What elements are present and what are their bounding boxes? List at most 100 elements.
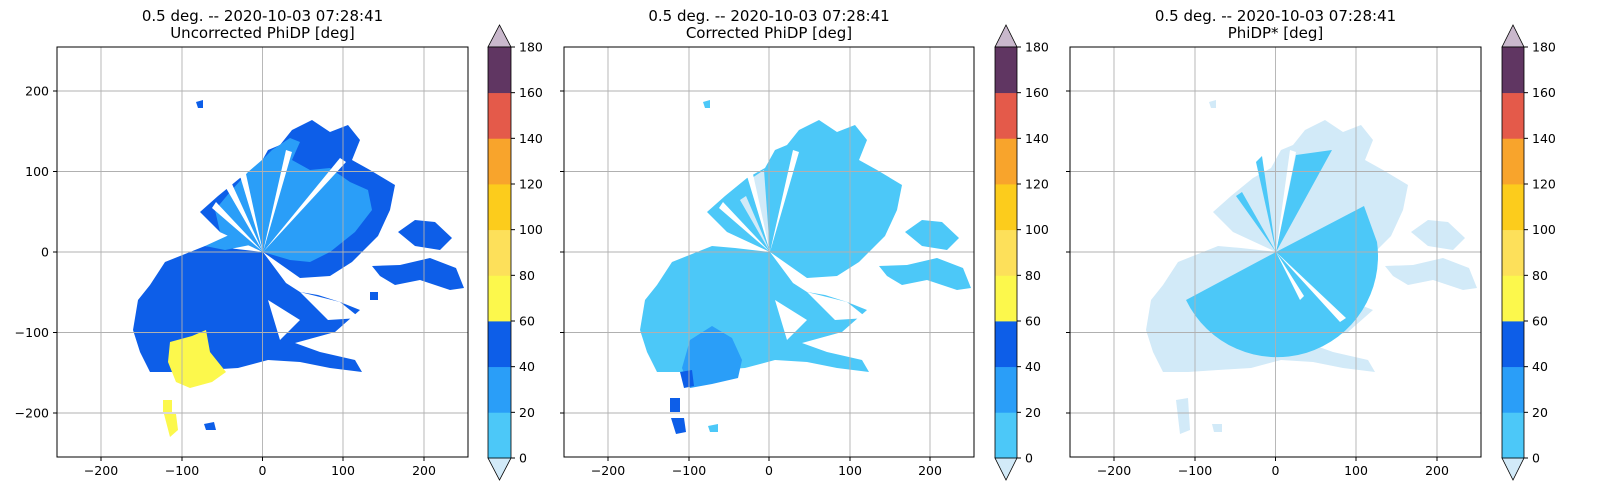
colorbar-tick-label: 0 [519,451,527,466]
colorbar-tick-label: 120 [519,177,543,192]
y-axis [1066,90,1070,414]
colorbar-band [488,184,511,231]
panel-corrected-phidp: 0.5 deg. -- 2020-10-03 07:28:41 Correcte… [560,7,1049,481]
panel-subtitle: Uncorrected PhiDP [deg] [170,24,355,42]
colorbar-band [488,92,511,139]
colorbar-tick-label: 180 [1025,40,1049,55]
colorbar-band [1502,184,1524,231]
colorbar-over-extension [994,24,1018,48]
colorbar-tick-label: 100 [1025,222,1049,237]
colorbar-tick-label: 20 [519,405,535,420]
colorbar-band [995,412,1017,459]
colorbar-tick-label: 40 [519,359,535,374]
radar-field [133,100,464,437]
x-tick-label: 200 [412,463,436,478]
colorbar-tick-label: 160 [1532,85,1556,100]
colorbar-under-extension [994,457,1018,481]
colorbar-tick-label: 60 [1532,314,1548,329]
colorbar-tick-label: 60 [519,314,535,329]
colorbar-band [995,366,1017,413]
colorbar-band [1502,321,1524,368]
grid [57,47,468,457]
x-axis [100,457,425,461]
colorbar-band [488,412,511,459]
y-tick-label: −100 [15,325,49,340]
colorbar-tick-label: 20 [1532,405,1548,420]
colorbar-tick-label: 20 [1025,405,1041,420]
colorbar-band [1502,47,1524,94]
colorbar-band [995,321,1017,368]
colorbar-tick-label: 0 [1532,451,1540,466]
y-axis [560,90,564,414]
x-tick-label: −100 [165,463,199,478]
colorbar-tick-label: 140 [519,131,543,146]
x-tick-label: −200 [84,463,118,478]
x-tick-label: −100 [1178,463,1212,478]
colorbar-band [995,47,1017,94]
x-tick-label: −200 [1097,463,1131,478]
colorbar-tick-label: 40 [1532,359,1548,374]
colorbar: 0 20 40 60 80 100 120 140 160 180 [994,24,1049,481]
grid [1070,47,1481,457]
colorbar-band [488,138,511,185]
colorbar-band [488,275,511,322]
colorbar-band [1502,412,1524,459]
x-tick-label: 100 [1344,463,1368,478]
x-tick-label: 100 [838,463,862,478]
colorbar-under-extension [487,457,512,481]
colorbar-tick-label: 0 [1025,451,1033,466]
y-tick-label: 0 [41,245,49,260]
y-tick-label: 200 [25,84,49,99]
colorbar-band [1502,275,1524,322]
colorbar-band [995,184,1017,231]
colorbar-band [1502,366,1524,413]
x-tick-label: 0 [765,463,773,478]
colorbar-tick-label: 160 [1025,85,1049,100]
x-tick-label: 200 [918,463,942,478]
colorbar-tick-label: 100 [519,222,543,237]
y-tick-label: −200 [15,406,49,421]
colorbar-tick-label: 100 [1532,222,1556,237]
colorbar-tick-label: 80 [1025,268,1041,283]
x-tick-label: 200 [1425,463,1449,478]
colorbar-under-extension [1501,457,1525,481]
colorbar-band [1502,138,1524,185]
colorbar-over-extension [487,24,512,48]
colorbar-band [995,92,1017,139]
y-tick-label: 100 [25,164,49,179]
grid [564,47,974,457]
x-axis [607,457,931,461]
x-tick-label: 0 [259,463,267,478]
colorbar-tick-label: 120 [1532,177,1556,192]
x-tick-label: −100 [672,463,706,478]
colorbar-band [995,275,1017,322]
panel-subtitle: PhiDP* [deg] [1228,24,1324,42]
colorbar-frame [994,46,1018,459]
x-tick-label: 100 [331,463,355,478]
y-axis [53,90,57,414]
colorbar-band [488,321,511,368]
colorbar-tick-label: 180 [519,40,543,55]
radar-field [1146,100,1477,434]
colorbar-band [1502,92,1524,139]
panel-title: 0.5 deg. -- 2020-10-03 07:28:41 [142,7,383,25]
colorbar-tick-label: 60 [1025,314,1041,329]
radar-field [640,100,971,434]
colorbar-tick-label: 140 [1532,131,1556,146]
colorbar-tick-label: 40 [1025,359,1041,374]
colorbar-tick-label: 180 [1532,40,1556,55]
colorbar-tick-label: 80 [1532,268,1548,283]
panel-title: 0.5 deg. -- 2020-10-03 07:28:41 [1155,7,1396,25]
x-tick-label: 0 [1272,463,1280,478]
colorbar-band [488,47,511,94]
colorbar: 0 20 40 60 80 100 120 140 160 180 [1501,24,1556,481]
colorbar-over-extension [1501,24,1525,48]
colorbar-tick-label: 80 [519,268,535,283]
colorbar-band [995,229,1017,276]
colorbar-tick-label: 120 [1025,177,1049,192]
colorbar-frame [487,46,512,459]
colorbar-tick-label: 160 [519,85,543,100]
x-axis [1113,457,1438,461]
colorbar-tick-label: 140 [1025,131,1049,146]
